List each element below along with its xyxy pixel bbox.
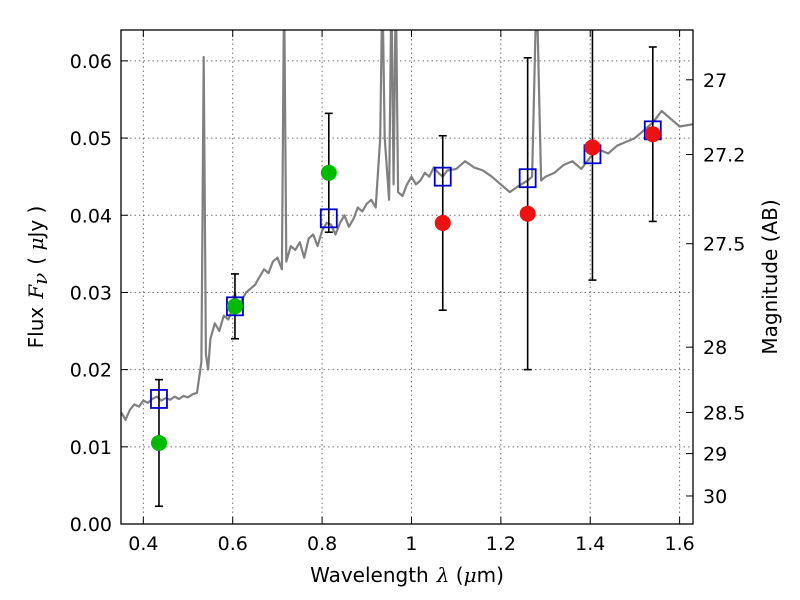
detection-point	[150, 434, 167, 451]
magnitude-axis-label: Magnitude (AB)	[758, 199, 782, 354]
measurement-point	[584, 139, 601, 156]
model-photometry-square	[319, 208, 338, 229]
magnitude-tick-label: 27.5	[703, 234, 745, 256]
x-tick-label: 1.4	[575, 533, 605, 555]
y-tick-label: 0.01	[70, 437, 112, 459]
y-tick-label: 0.03	[70, 282, 112, 304]
x-tick-label: 0.8	[307, 533, 337, 555]
plot-frame	[120, 29, 694, 525]
plot-area	[121, 30, 693, 508]
model-photometry-square	[518, 168, 537, 189]
magnitude-tick-label: 28	[703, 337, 727, 359]
sed-model-line	[121, 30, 693, 421]
grid	[121, 30, 693, 525]
detection-point	[320, 164, 337, 181]
measurement-point	[644, 126, 661, 143]
y-tick-label: 0.04	[70, 205, 112, 227]
y-tick-label: 0.05	[70, 128, 112, 150]
detection-point	[226, 298, 243, 315]
x-tick-label: 0.4	[128, 533, 158, 555]
magnitude-tick-label: 29	[703, 444, 727, 466]
model-photometry-square	[433, 166, 452, 187]
x-tick-label: 0.6	[218, 533, 248, 555]
magnitude-tick-label: 27.2	[703, 145, 745, 167]
magnitude-tick-label: 27	[703, 70, 727, 92]
x-tick-label: 1.2	[486, 533, 516, 555]
x-tick-label: 1	[405, 533, 417, 555]
magnitude-tick-label: 30	[703, 486, 727, 508]
y-axis-label: FluxFν( μJy )	[24, 206, 52, 349]
y-tick-label: 0.00	[70, 514, 112, 536]
measurement-point	[434, 214, 451, 231]
magnitude-tick-label: 28.5	[703, 402, 745, 424]
x-axis-label: Wavelength λ (μm)	[310, 563, 504, 587]
y-tick-label: 0.06	[70, 51, 112, 73]
model-photometry-square	[150, 389, 168, 409]
y-tick-label: 0.02	[70, 360, 112, 382]
measurement-point	[519, 205, 536, 222]
axis-ticks: 0.4 0.6 0.8 1 1.2 1.4 1.6 0.00 0.01 0.02 0.03 0.04 0…	[70, 30, 745, 555]
x-tick-label: 1.6	[664, 533, 694, 555]
